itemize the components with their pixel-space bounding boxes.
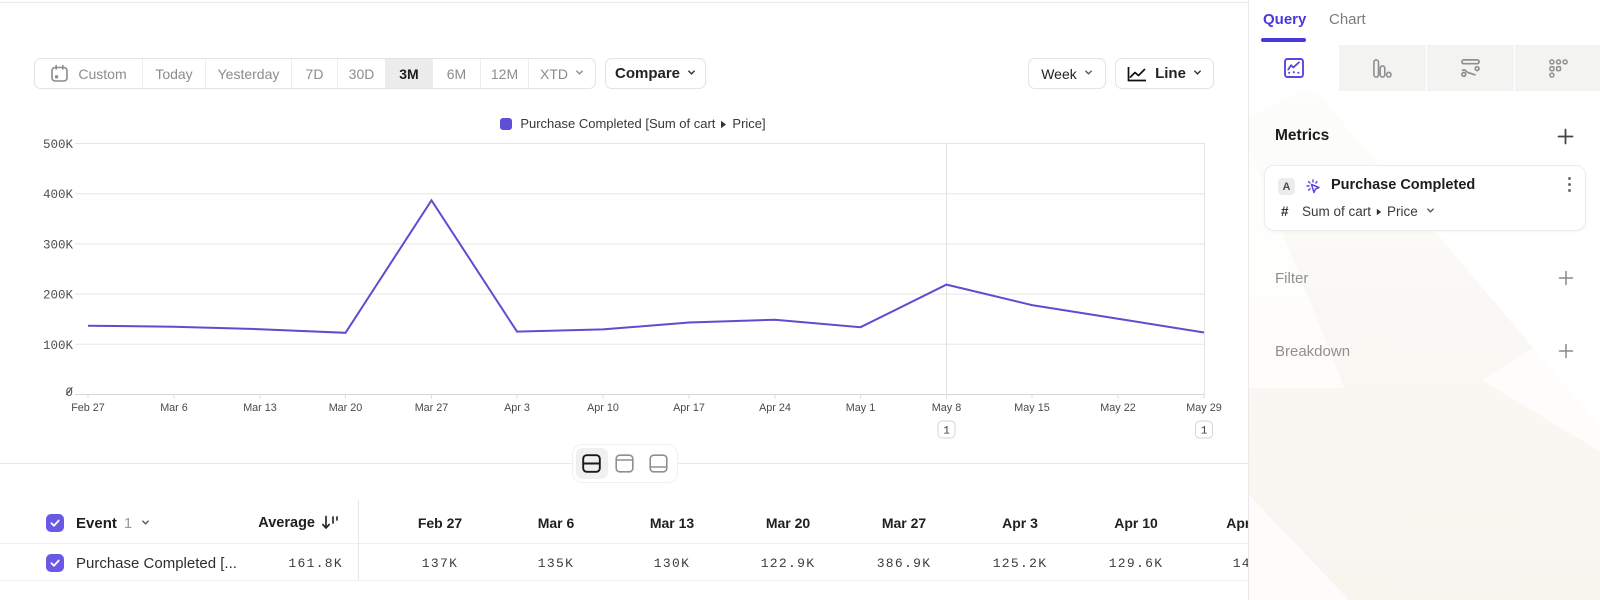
svg-text:500K: 500K	[43, 138, 74, 152]
svg-text:0: 0	[65, 386, 73, 400]
svg-text:Apr 17: Apr 17	[673, 402, 705, 414]
svg-text:May 22: May 22	[1100, 402, 1135, 414]
svg-text:May 8: May 8	[932, 402, 961, 414]
svg-text:Mar 27: Mar 27	[415, 402, 449, 414]
svg-text:May 29: May 29	[1186, 402, 1221, 414]
svg-text:200K: 200K	[43, 289, 74, 303]
svg-text:Apr 24: Apr 24	[759, 402, 791, 414]
svg-text:Apr 10: Apr 10	[587, 402, 619, 414]
svg-text:1: 1	[943, 426, 950, 438]
svg-text:Feb 27: Feb 27	[71, 402, 105, 414]
svg-text:Mar 13: Mar 13	[243, 402, 277, 414]
svg-text:300K: 300K	[43, 238, 74, 252]
svg-text:Apr 3: Apr 3	[504, 402, 530, 414]
svg-text:Mar 20: Mar 20	[329, 402, 363, 414]
svg-text:May 1: May 1	[846, 402, 875, 414]
svg-text:1: 1	[1201, 426, 1208, 438]
svg-text:Mar 6: Mar 6	[160, 402, 188, 414]
svg-text:400K: 400K	[43, 188, 74, 202]
svg-text:May 15: May 15	[1014, 402, 1049, 414]
svg-text:100K: 100K	[43, 339, 74, 353]
